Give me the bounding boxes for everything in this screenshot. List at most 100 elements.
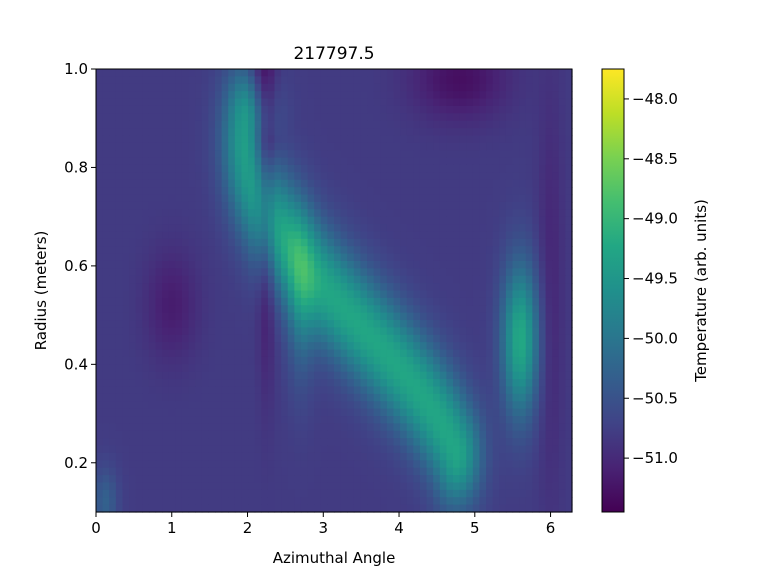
heatmap-cell — [565, 275, 573, 284]
heatmap-cell — [155, 327, 163, 336]
heatmap-cell — [512, 305, 520, 314]
heatmap-cell — [274, 194, 282, 203]
heatmap-cell — [558, 172, 566, 181]
heatmap-cell — [400, 290, 408, 299]
heatmap-cell — [122, 445, 130, 454]
heatmap-cell — [400, 423, 408, 432]
heatmap-cell — [248, 379, 256, 388]
heatmap-cell — [459, 231, 467, 240]
heatmap-cell — [360, 246, 368, 255]
heatmap-cell — [175, 231, 183, 240]
heatmap-cell — [294, 194, 302, 203]
heatmap-cell — [261, 253, 269, 262]
heatmap-cell — [188, 393, 196, 402]
heatmap-cell — [96, 467, 104, 476]
heatmap-cell — [148, 231, 157, 240]
heatmap-cell — [353, 283, 362, 292]
heatmap-cell — [320, 327, 328, 336]
heatmap-cell — [122, 172, 130, 181]
heatmap-cell — [248, 445, 256, 454]
heatmap-cell — [532, 386, 540, 395]
heatmap-cell — [386, 201, 395, 210]
heatmap-cell — [248, 98, 256, 107]
heatmap-cell — [162, 497, 170, 506]
heatmap-cell — [175, 364, 183, 373]
heatmap-cell — [386, 460, 395, 469]
heatmap-cell — [294, 76, 302, 85]
heatmap-cell — [96, 172, 104, 181]
heatmap-cell — [314, 69, 322, 77]
heatmap-cell — [472, 349, 481, 358]
heatmap-cell — [287, 334, 295, 343]
heatmap-cell — [129, 246, 137, 255]
heatmap-cell — [168, 475, 176, 484]
heatmap-cell — [340, 408, 348, 417]
heatmap-cell — [472, 113, 481, 122]
heatmap-cell — [241, 290, 249, 299]
heatmap-cell — [552, 438, 560, 447]
heatmap-cell — [446, 172, 454, 181]
heatmap-cell — [565, 416, 573, 424]
heatmap-cell — [472, 201, 481, 210]
heatmap-cell — [413, 342, 421, 351]
heatmap-cell — [320, 489, 328, 498]
heatmap-cell — [241, 105, 249, 114]
heatmap-cell — [558, 497, 566, 506]
heatmap-cell — [188, 238, 196, 247]
heatmap-cell — [499, 320, 507, 329]
heatmap-cell — [532, 113, 540, 122]
heatmap-cell — [525, 128, 533, 137]
heatmap-cell — [360, 305, 368, 314]
heatmap-cell — [287, 305, 295, 314]
heatmap-cell — [367, 172, 375, 181]
heatmap-cell — [512, 253, 520, 262]
heatmap-cell — [380, 386, 388, 395]
heatmap-cell — [532, 327, 540, 336]
heatmap-cell — [545, 224, 553, 233]
heatmap-cell — [320, 194, 328, 203]
heatmap-cell — [281, 179, 289, 188]
heatmap-cell — [155, 83, 163, 92]
heatmap-cell — [208, 83, 216, 92]
heatmap-cell — [208, 201, 216, 210]
heatmap-cell — [208, 172, 216, 181]
heatmap-cell — [525, 452, 533, 461]
heatmap-cell — [208, 128, 216, 137]
heatmap-cell — [512, 467, 520, 476]
heatmap-cell — [525, 312, 533, 321]
heatmap-cell — [248, 113, 256, 122]
heatmap-cell — [215, 260, 223, 269]
heatmap-cell — [552, 128, 560, 137]
heatmap-cell — [109, 356, 117, 365]
heatmap-cell — [479, 120, 487, 129]
heatmap-cell — [241, 408, 249, 417]
heatmap-cell — [439, 489, 447, 498]
heatmap-cell — [188, 216, 196, 225]
heatmap-cell — [340, 438, 348, 447]
heatmap-cell — [525, 172, 533, 181]
heatmap-cell — [386, 423, 395, 432]
heatmap-cell — [525, 305, 533, 314]
heatmap-cell — [433, 187, 441, 196]
heatmap-cell — [241, 231, 249, 240]
heatmap-cell — [129, 349, 137, 358]
heatmap-cell — [327, 187, 335, 196]
heatmap-cell — [505, 91, 514, 100]
heatmap-cell — [142, 98, 150, 107]
heatmap-cell — [453, 268, 461, 277]
heatmap-cell — [201, 349, 209, 358]
heatmap-cell — [109, 120, 117, 129]
heatmap-cell — [486, 401, 494, 410]
heatmap-cell — [102, 209, 110, 218]
y-tick-label: 0.6 — [64, 257, 88, 275]
heatmap-cell — [486, 224, 494, 233]
heatmap-cell — [334, 408, 342, 417]
heatmap-cell — [558, 356, 566, 365]
plot-frame — [95, 68, 573, 513]
heatmap-cell — [433, 416, 441, 424]
heatmap-cell — [433, 246, 441, 255]
heatmap-cell — [281, 438, 289, 447]
heatmap-cell — [472, 135, 481, 144]
heatmap-cell — [466, 172, 474, 181]
heatmap-cell — [552, 460, 560, 469]
